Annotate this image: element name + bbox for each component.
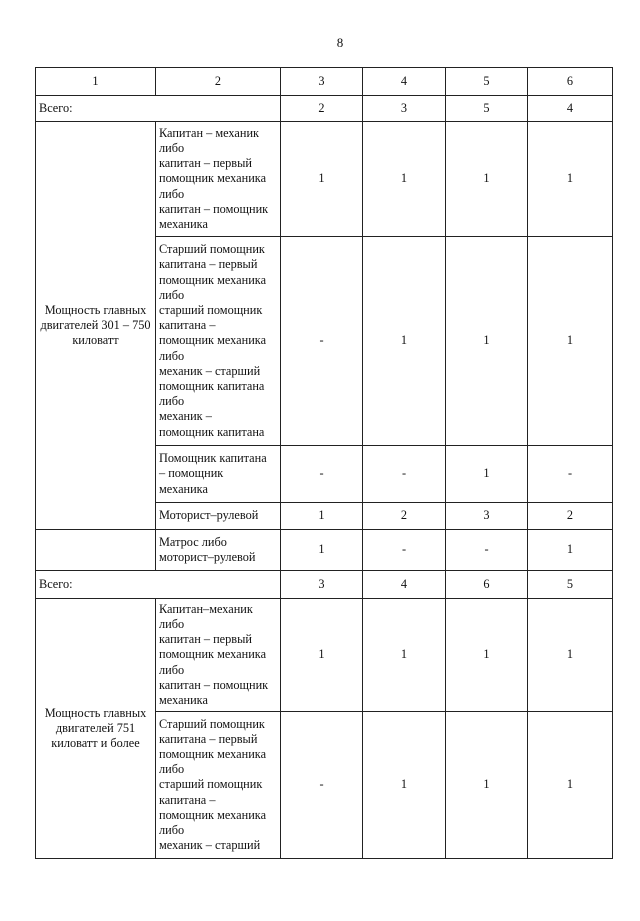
position-cell: Капитан – механик либо капитан – первый … xyxy=(155,121,281,237)
value-cell: 5 xyxy=(445,95,528,122)
value-cell: 1 xyxy=(527,121,613,237)
total-label: Всего: xyxy=(35,95,281,122)
value-cell: 6 xyxy=(445,570,528,599)
crew-table: 1 2 3 4 5 6 Всего: 2 3 5 4 Мощность глав… xyxy=(35,67,613,859)
position-cell: Помощник капитана – помощник механика xyxy=(155,445,281,503)
value-cell: 4 xyxy=(527,95,613,122)
header-cell: 1 xyxy=(35,67,156,96)
value-cell: - xyxy=(362,445,446,503)
value-cell: 1 xyxy=(527,529,613,571)
value-cell: 1 xyxy=(362,121,446,237)
value-cell: 1 xyxy=(362,236,446,446)
value-cell: - xyxy=(280,445,363,503)
value-cell: 2 xyxy=(280,95,363,122)
value-cell: 1 xyxy=(362,598,446,712)
value-cell: - xyxy=(445,529,528,571)
total-row: Всего: 3 4 6 5 xyxy=(35,570,613,599)
value-cell: 1 xyxy=(527,711,613,859)
header-cell: 2 xyxy=(155,67,281,96)
value-cell: 2 xyxy=(527,502,613,530)
value-cell: 2 xyxy=(362,502,446,530)
position-cell: Старший помощник капитана – первый помощ… xyxy=(155,711,281,859)
total-row: Всего: 2 3 5 4 xyxy=(35,95,613,122)
header-cell: 4 xyxy=(362,67,446,96)
value-cell: 1 xyxy=(445,598,528,712)
value-cell: 5 xyxy=(527,570,613,599)
value-cell: 1 xyxy=(445,236,528,446)
header-cell: 3 xyxy=(280,67,363,96)
table-row: Старший помощник капитана – первый помощ… xyxy=(36,711,613,859)
value-cell: 1 xyxy=(445,121,528,237)
category-cell xyxy=(35,529,156,571)
header-cell: 5 xyxy=(445,67,528,96)
value-cell: 1 xyxy=(280,502,363,530)
header-cell: 6 xyxy=(527,67,613,96)
table-row: Матрос либо моторист–рулевой 1 - - 1 xyxy=(35,529,613,571)
value-cell: 4 xyxy=(362,570,446,599)
value-cell: 1 xyxy=(445,711,528,859)
value-cell: 3 xyxy=(445,502,528,530)
position-cell: Моторист–рулевой xyxy=(155,502,281,530)
value-cell: 1 xyxy=(527,598,613,712)
table-row: Моторист–рулевой 1 2 3 2 xyxy=(36,502,613,530)
header-row: 1 2 3 4 5 6 xyxy=(35,67,613,96)
value-cell: - xyxy=(362,529,446,571)
value-cell: 1 xyxy=(362,711,446,859)
value-cell: 3 xyxy=(362,95,446,122)
table-row: Мощность главных двигателей 301 – 750 ки… xyxy=(35,121,613,530)
value-cell: 1 xyxy=(527,236,613,446)
value-cell: - xyxy=(527,445,613,503)
value-cell: 3 xyxy=(280,570,363,599)
position-cell: Старший помощник капитана – первый помощ… xyxy=(155,236,281,446)
category-cell: Мощность главных двигателей 301 – 750 ки… xyxy=(35,121,156,530)
value-cell: - xyxy=(280,711,363,859)
value-cell: 1 xyxy=(280,529,363,571)
category-cell: Мощность главных двигателей 751 киловатт… xyxy=(35,598,156,859)
position-cell: Капитан–механик либо капитан – первый по… xyxy=(155,598,281,712)
value-cell: 1 xyxy=(280,121,363,237)
table-row: Старший помощник капитана – первый помощ… xyxy=(36,236,613,446)
position-cell: Матрос либо моторист–рулевой xyxy=(155,529,281,571)
page-number: 8 xyxy=(336,35,344,50)
value-cell: 1 xyxy=(280,598,363,712)
value-cell: 1 xyxy=(445,445,528,503)
table-row: Мощность главных двигателей 751 киловатт… xyxy=(35,598,613,859)
value-cell: - xyxy=(280,236,363,446)
total-label: Всего: xyxy=(35,570,281,599)
